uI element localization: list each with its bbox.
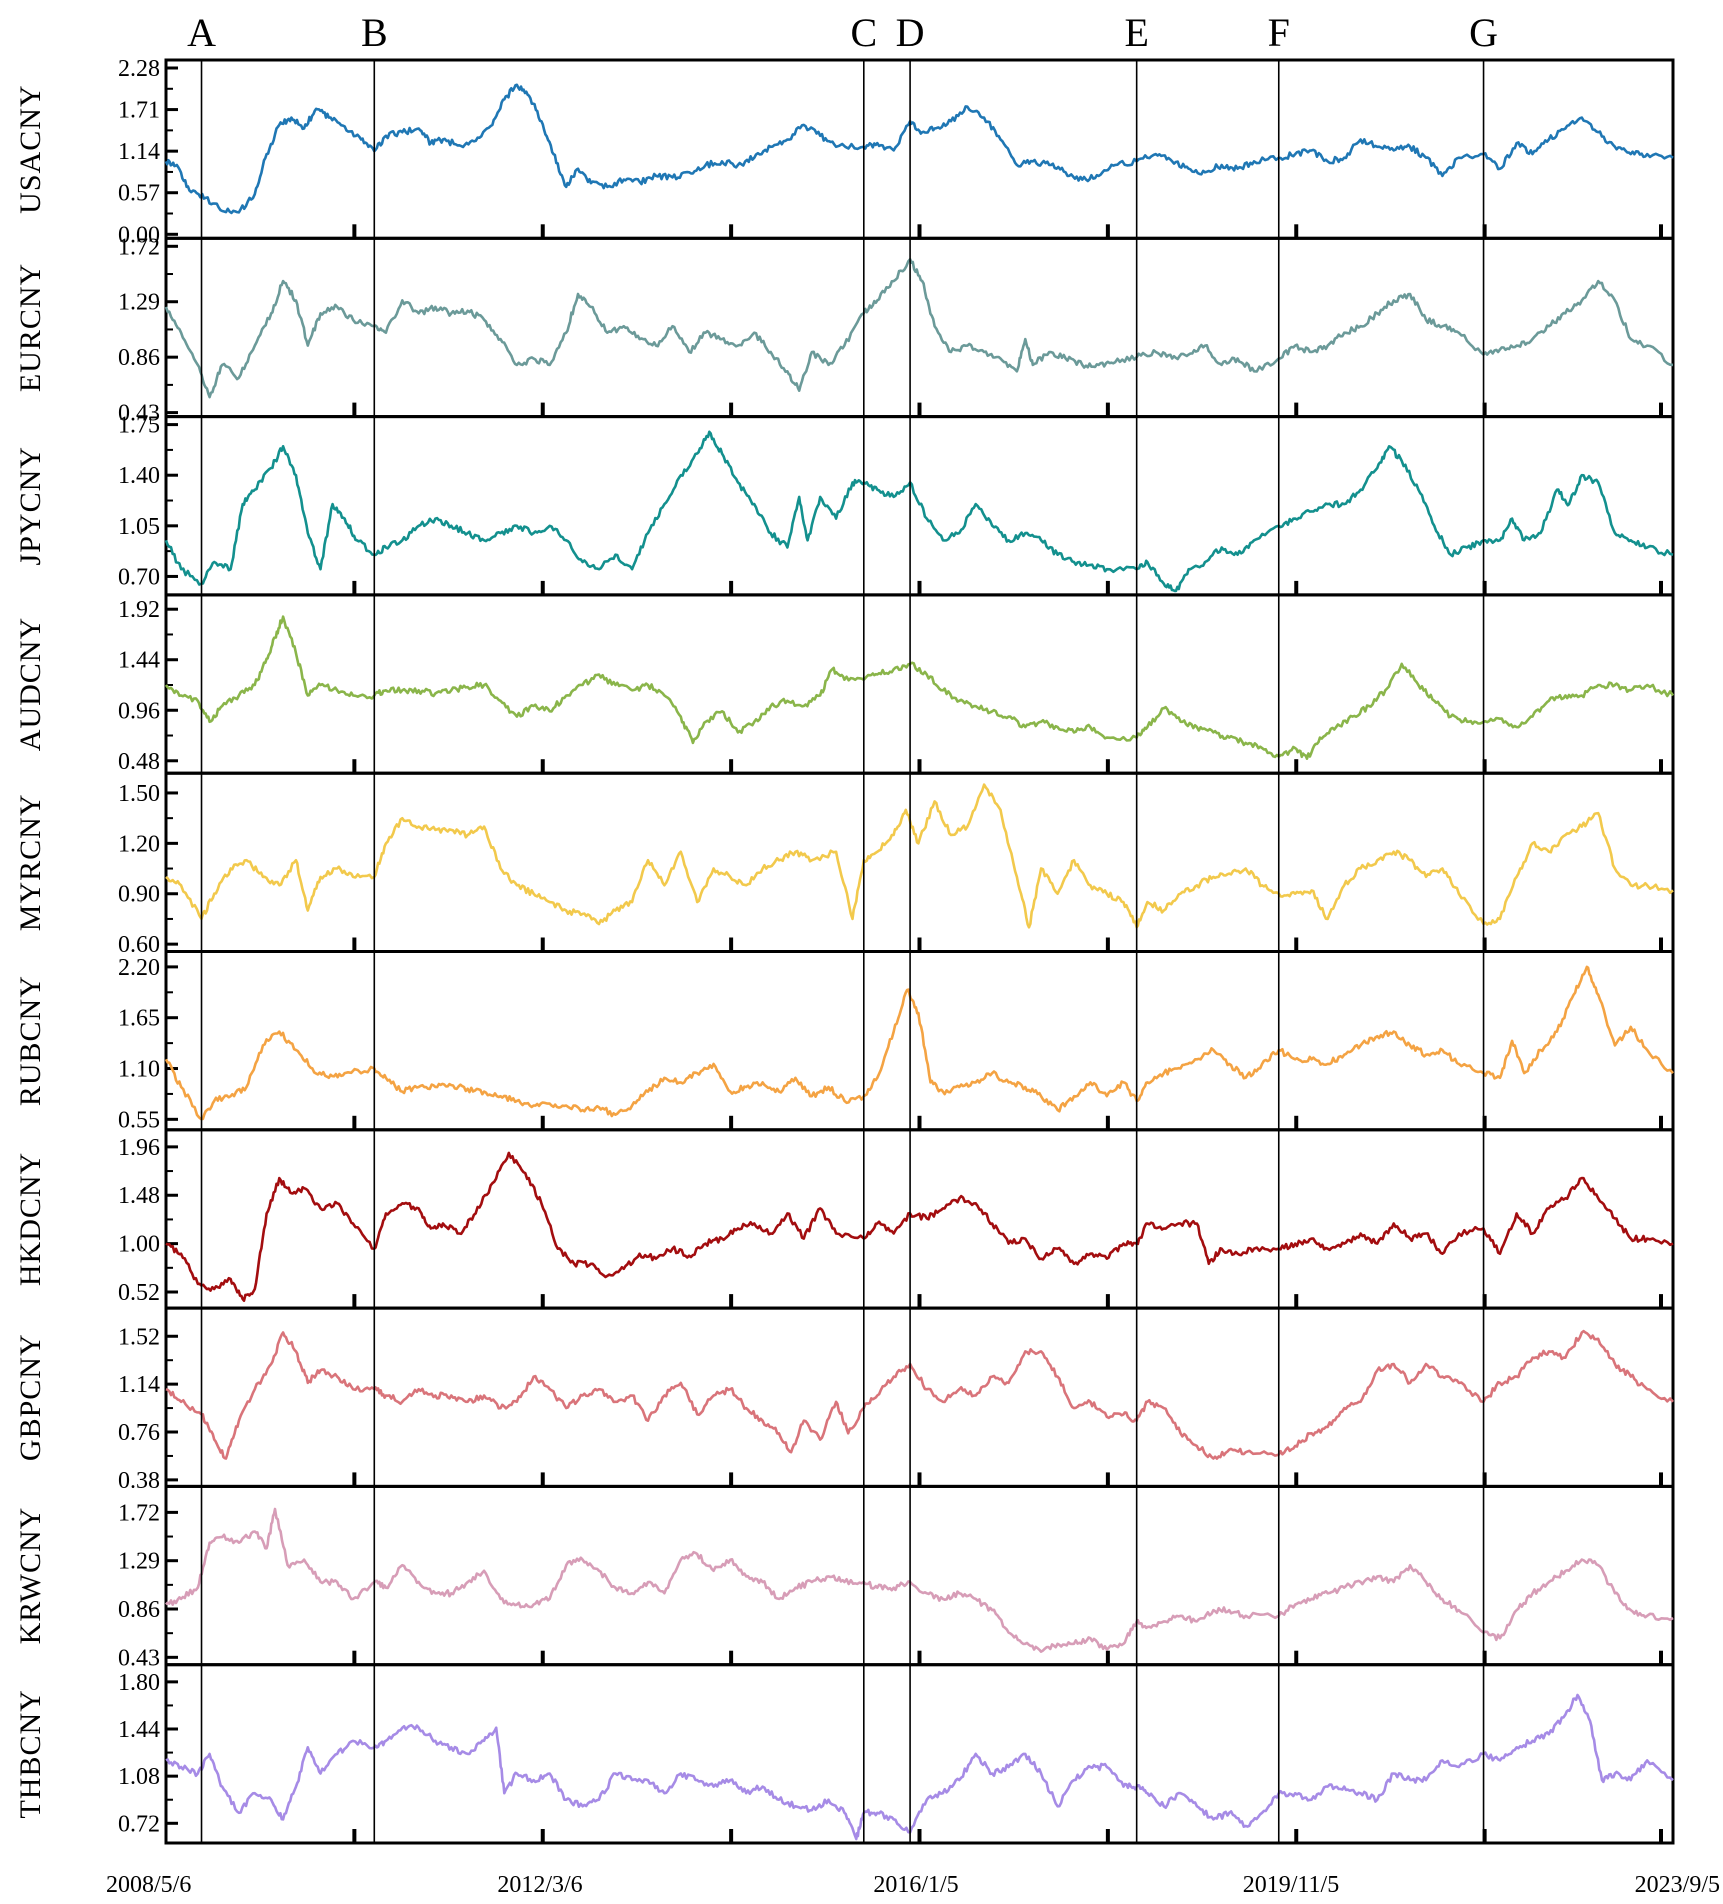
- series-line-eurcny: [164, 257, 1674, 399]
- y-tick-label: 1.92: [118, 597, 160, 623]
- y-tick-label: 1.44: [118, 1717, 160, 1743]
- event-label-a: A: [187, 10, 216, 55]
- y-tick-label: 1.20: [118, 831, 160, 857]
- series-line-jpycny: [164, 430, 1674, 593]
- series-line-gbpcny: [165, 1329, 1674, 1460]
- y-tick-label: 1.14: [118, 139, 160, 165]
- panel-frame-hkdcny: [164, 1128, 1675, 1310]
- y-tick-label: 0.52: [118, 1280, 160, 1306]
- event-label-f: F: [1268, 10, 1290, 55]
- panel-frame-thbcny: [164, 1663, 1675, 1845]
- y-tick-label: 0.43: [118, 1645, 160, 1671]
- y-tick-label: 1.05: [118, 514, 160, 540]
- event-label-e: E: [1124, 10, 1148, 55]
- y-tick-label: 0.86: [118, 1597, 160, 1623]
- y-tick-label: 0.43: [118, 401, 160, 427]
- y-tick-label: 1.00: [118, 1232, 160, 1258]
- y-tick-label: 1.29: [118, 290, 160, 316]
- panel-frame-rubcny: [164, 950, 1675, 1132]
- y-tick-label: 1.72: [118, 234, 160, 260]
- series-label-eurcny: EURCNY: [14, 263, 47, 392]
- series-line-rubcny: [164, 965, 1674, 1121]
- series-label-krwcny: KRWCNY: [14, 1507, 47, 1645]
- event-label-d: D: [896, 10, 925, 55]
- x-tick-label: 2023/9/5: [1635, 1872, 1720, 1898]
- series-line-krwcny: [165, 1507, 1674, 1653]
- series-label-audcny: AUDCNY: [14, 617, 47, 751]
- y-tick-label: 0.90: [118, 882, 160, 908]
- series-line-myrcny: [165, 783, 1674, 929]
- series-label-myrcny: MYRCNY: [14, 793, 47, 931]
- panel-frame-krwcny: [164, 1484, 1675, 1667]
- event-label-c: C: [850, 10, 877, 55]
- panel-frame-audcny: [164, 593, 1675, 775]
- series-label-usacny: USACNY: [14, 84, 47, 213]
- series-label-rubcny: RUBCNY: [14, 975, 47, 1106]
- series-label-hkdcny: HKDCNY: [14, 1152, 47, 1286]
- y-tick-label: 1.50: [118, 781, 160, 807]
- y-tick-label: 0.76: [118, 1420, 160, 1446]
- y-tick-label: 0.55: [118, 1107, 160, 1133]
- series-line-audcny: [164, 615, 1675, 760]
- y-tick-label: 0.86: [118, 345, 160, 371]
- y-tick-label: 0.72: [118, 1811, 160, 1837]
- series-line-thbcny: [165, 1693, 1674, 1841]
- y-tick-label: 1.48: [118, 1183, 160, 1209]
- series-line-hkdcny: [165, 1151, 1674, 1302]
- y-tick-label: 0.00: [118, 222, 160, 248]
- y-tick-label: 1.65: [118, 1006, 160, 1032]
- x-tick-label: 2008/5/6: [106, 1872, 191, 1898]
- y-tick-label: 1.29: [118, 1549, 160, 1575]
- y-tick-label: 0.96: [118, 698, 160, 724]
- y-tick-label: 1.80: [118, 1670, 160, 1696]
- series-label-thbcny: THBCNY: [14, 1689, 47, 1818]
- series-label-jpycny: JPYCNY: [14, 446, 47, 565]
- y-tick-label: 0.38: [118, 1468, 160, 1494]
- y-tick-label: 2.20: [118, 955, 160, 981]
- y-tick-label: 1.08: [118, 1764, 160, 1790]
- event-label-b: B: [361, 10, 388, 55]
- y-tick-label: 1.71: [118, 98, 160, 124]
- panel-frame-jpycny: [164, 415, 1675, 597]
- y-tick-label: 1.96: [118, 1135, 160, 1161]
- y-tick-label: 1.40: [118, 463, 160, 489]
- y-tick-label: 0.48: [118, 749, 160, 775]
- y-tick-label: 1.72: [118, 1500, 160, 1526]
- y-tick-label: 1.10: [118, 1057, 160, 1083]
- y-tick-label: 1.14: [118, 1372, 160, 1398]
- panel-frame-usacny: [164, 58, 1675, 240]
- series-line-usacny: [164, 83, 1674, 215]
- y-tick-label: 1.75: [118, 413, 160, 439]
- x-tick-label: 2016/1/5: [873, 1872, 958, 1898]
- x-tick-label: 2012/3/6: [497, 1872, 582, 1898]
- y-tick-label: 2.28: [118, 56, 160, 82]
- event-label-g: G: [1469, 10, 1498, 55]
- y-tick-label: 1.44: [118, 648, 160, 674]
- y-tick-label: 0.70: [118, 564, 160, 590]
- panel-frame-myrcny: [164, 771, 1675, 954]
- y-tick-label: 0.57: [118, 181, 160, 207]
- y-tick-label: 0.60: [118, 932, 160, 958]
- y-tick-label: 1.52: [118, 1324, 160, 1350]
- x-tick-label: 2019/11/5: [1243, 1872, 1339, 1898]
- series-label-gbpcny: GBPCNY: [14, 1333, 47, 1461]
